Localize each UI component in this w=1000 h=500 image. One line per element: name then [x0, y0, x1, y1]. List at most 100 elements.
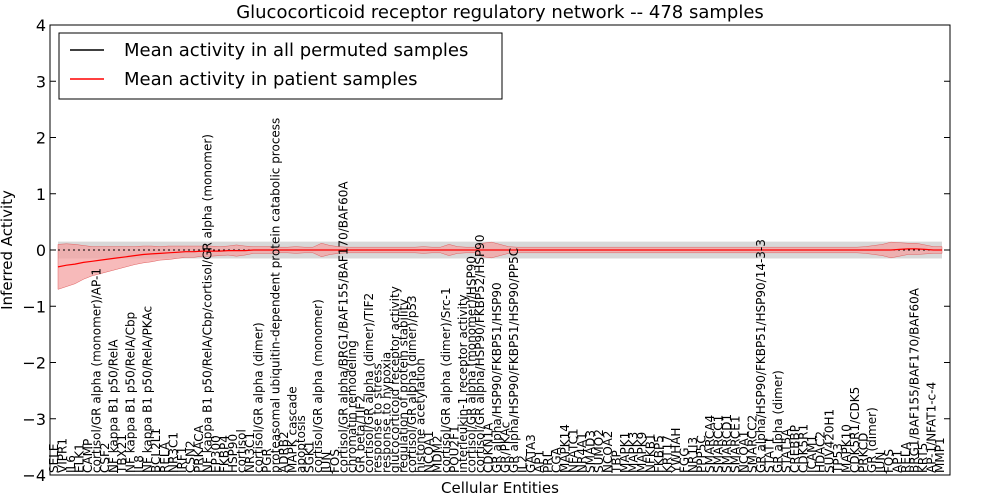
- x-tick-label: cortisol/GR alpha (dimer)/Src-1: [439, 287, 453, 473]
- x-tick-label: MAPK9: [635, 432, 649, 473]
- x-tick-label: GR (dimer): [865, 407, 879, 473]
- x-tick-label: IL8: [132, 455, 146, 473]
- x-tick-label: YWHAH: [669, 428, 683, 474]
- x-tick-label: MMP1: [933, 437, 947, 473]
- y-tick-label: 3: [36, 72, 46, 91]
- x-tick-label: CAMP: [81, 439, 95, 473]
- x-tick-label: POU2F1: [447, 425, 461, 473]
- x-tick-label: interleukin-1 receptor activity: [456, 294, 470, 473]
- x-tick-label: AP-1/NFAT1-c-4: [925, 382, 939, 473]
- x-tick-label: NR3C1: [166, 432, 180, 473]
- x-tick-label: NCOA1: [422, 431, 436, 473]
- x-tick-label: apoptosis: [294, 415, 308, 473]
- x-tick-label: CDK5R1: [797, 424, 811, 473]
- x-tick-label: RELA: [158, 441, 172, 473]
- x-tick-label: CREBBP: [788, 425, 802, 473]
- y-tick-label: 1: [36, 185, 46, 204]
- x-tick-label: SUMO2: [592, 429, 606, 473]
- x-tick-label: GR alpha/HSP90/FKBP51/HSP90: [490, 282, 504, 473]
- x-tick-label: BCL2L1: [149, 428, 163, 473]
- x-tick-label: cortisol/GR alpha/BRG1/BAF155/BAF170/BAF…: [337, 181, 351, 473]
- patient-band: [57, 241, 943, 290]
- x-tick-label: NF kappa B1 p50/RelA/Cbp/cortisol/GR alp…: [200, 134, 214, 473]
- x-tick-label: NR1I3: [686, 437, 700, 473]
- x-tick-label: ADRB2: [277, 431, 291, 473]
- x-tick-label: cortisol/GR alpha (monomer)/AP-1: [90, 268, 104, 473]
- x-tick-label: GATA3: [524, 434, 538, 473]
- x-tick-label: MDM2: [430, 435, 444, 473]
- y-tick-label: 4: [36, 16, 46, 35]
- x-tick-label: SGK1: [303, 441, 317, 473]
- x-tick-label: cortisol/GR alpha (dimer)/TIF2: [362, 293, 376, 473]
- y-tick-label: −2: [22, 354, 46, 373]
- legend-label-permuted: Mean activity in all permuted samples: [124, 40, 468, 61]
- x-tick-label: KRT5: [916, 443, 930, 473]
- x-tick-label: cortisol/GR alpha (monomer): [311, 299, 325, 473]
- patient-mean-line: [57, 248, 942, 268]
- y-tick-label: −1: [22, 297, 46, 316]
- x-tick-label: NF kappa B1 p50/RelA/PKAc: [141, 306, 155, 473]
- x-tick-label: NF kappa B1 p50/RelA/Cbp: [124, 312, 138, 473]
- x-tick-label: ELK1: [73, 443, 87, 473]
- y-tick-label: 0: [36, 241, 46, 260]
- chart-title: Glucocorticoid receptor regulatory netwo…: [236, 2, 764, 23]
- x-tick-label: NFATC1: [567, 428, 581, 473]
- x-tick-label: FKBP5: [652, 435, 666, 473]
- x-tick-label: AP1: [890, 450, 904, 473]
- x-tick-label: cortisol/GR alpha (dimer)/p53: [405, 295, 419, 473]
- x-tick-label: CSN2: [183, 440, 197, 473]
- x-tick-label: response to stress: [371, 363, 385, 473]
- x-tick-label: NCOA2: [601, 431, 615, 473]
- x-tick-label: CGA: [550, 446, 564, 473]
- x-tick-label: PPP5C: [695, 435, 709, 473]
- x-tick-label: SMARCC1: [712, 415, 726, 473]
- legend-label-patient: Mean activity in patient samples: [124, 69, 418, 90]
- x-tick-label: GR alpha (dimer): [771, 370, 785, 473]
- x-axis-label: Cellular Entities: [441, 479, 559, 497]
- x-tick-label: TBX21: [115, 434, 129, 474]
- x-tick-label: FGG: [677, 448, 691, 474]
- x-tick-label: FOS: [328, 449, 342, 473]
- x-tick-label: GR/PKAc: [499, 422, 513, 473]
- x-tick-label: response to hypoxia: [379, 352, 393, 473]
- x-tick-label: GR alpha/HSP90/FKBP51/HSP90/PP5C: [507, 248, 521, 473]
- x-tick-label: cortisol/GR alpha (monomer)/HSP90: [464, 256, 478, 473]
- legend-box: [58, 32, 503, 100]
- x-tick-label: chromatin remodeling: [345, 340, 359, 473]
- x-tick-label: MAPK cascade: [286, 386, 300, 473]
- y-tick-label: −3: [22, 410, 46, 429]
- x-tick-label: HDAC2: [814, 431, 828, 473]
- x-tick-label: VIPR1: [56, 438, 70, 473]
- x-tick-label: NR4A1: [575, 432, 589, 473]
- x-tick-label: SMARCA4: [703, 415, 717, 473]
- x-tick-label: cortisol/GR alpha (dimer): [252, 322, 266, 473]
- x-tick-label: SUV420H1: [822, 409, 836, 473]
- x-tick-label: NFKB1: [643, 433, 657, 473]
- x-tick-label: HSP90: [226, 434, 240, 473]
- y-axis-label: Inferred Activity: [0, 190, 16, 310]
- x-tick-label: cortisol: [234, 429, 248, 473]
- x-tick-label: AP1: [533, 450, 547, 473]
- x-tick-label: glucocorticoid receptor activity: [388, 286, 402, 473]
- x-tick-label: JUN: [873, 452, 887, 474]
- x-tick-label: FOS: [882, 449, 896, 473]
- x-tick-label: PGR: [260, 448, 274, 473]
- x-tick-label: RELA: [899, 441, 913, 473]
- x-tick-label: NCOA1: [737, 431, 751, 473]
- x-tick-label: STAT1: [763, 437, 777, 473]
- x-tick-label: PRKCD: [856, 433, 870, 473]
- x-tick-label: MAPK1: [618, 432, 632, 473]
- x-tick-label: PRL: [541, 450, 555, 473]
- x-tick-label: NR3C1: [243, 432, 257, 473]
- x-tick-label: ICAM1: [805, 435, 819, 473]
- x-tick-label: IL6: [64, 455, 78, 473]
- x-tick-label: MAPK3: [626, 432, 640, 473]
- x-tick-label: SMARCD1: [720, 414, 734, 473]
- x-tick-label: GR beta/TIF2: [354, 395, 368, 473]
- x-tick-label: IRF1: [175, 447, 189, 473]
- legend: Mean activity in all permuted samples Me…: [58, 32, 503, 100]
- x-tick-label: CDK5R1/CDK5: [848, 387, 862, 473]
- x-tick-label: BRG1/BAF155/BAF170/BAF60A: [907, 287, 921, 473]
